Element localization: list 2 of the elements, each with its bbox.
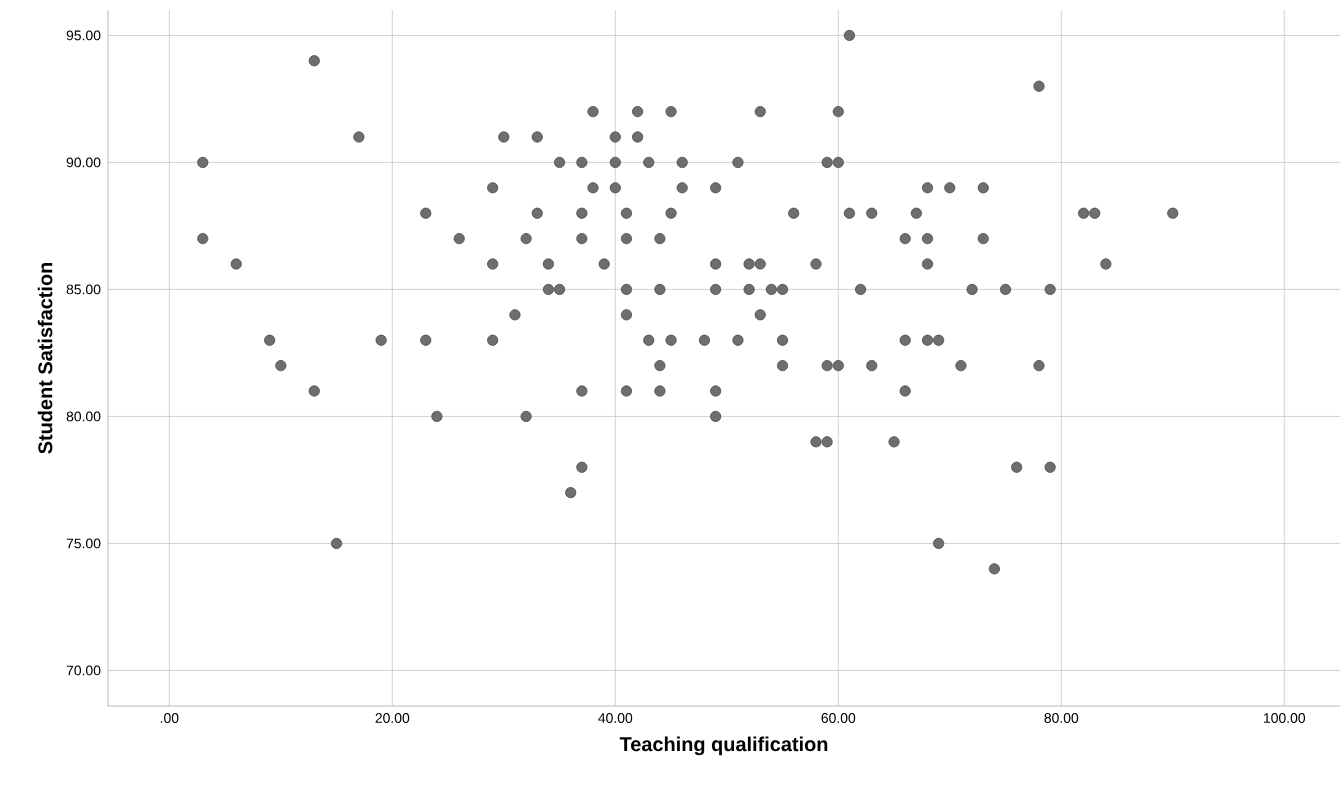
x-axis-title: Teaching qualification [619,736,828,756]
y-axis-title: Student Satisfaction [37,262,53,454]
